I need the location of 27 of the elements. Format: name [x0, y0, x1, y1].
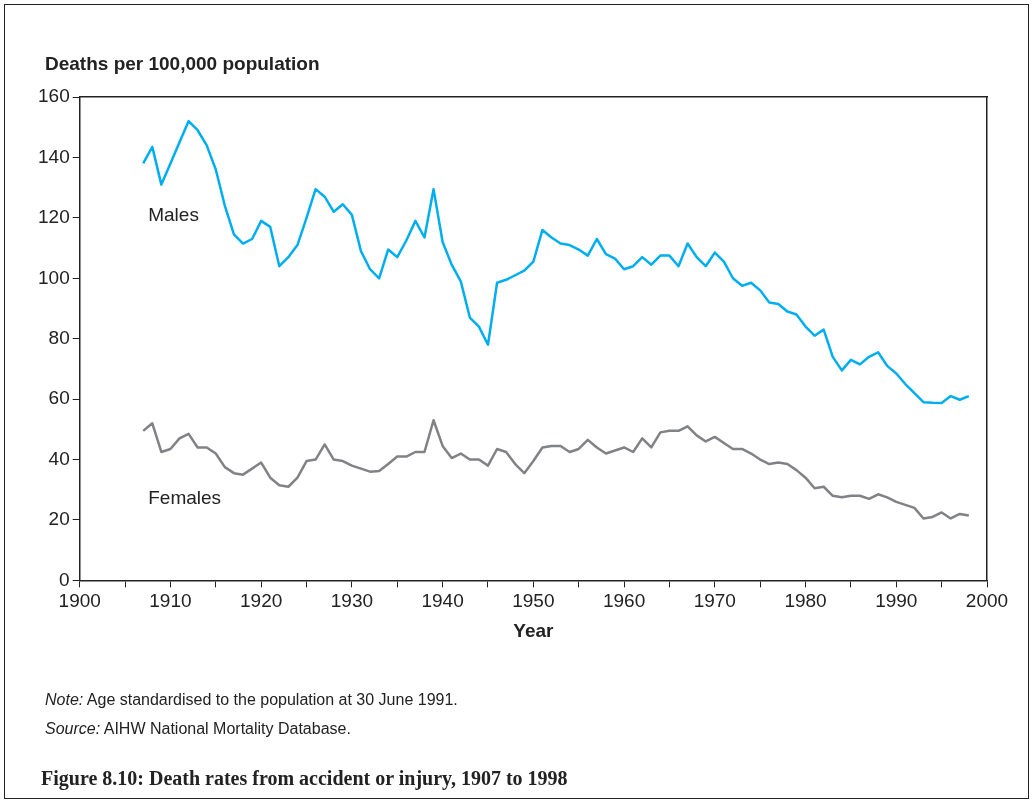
x-tick-label: 1940: [421, 590, 464, 612]
y-tick-label: 120: [38, 206, 70, 228]
y-axis-title: Deaths per 100,000 population: [45, 53, 320, 75]
x-tick-label: 2000: [965, 590, 1009, 612]
y-tick-label: 20: [48, 508, 70, 530]
y-tick-label: 0: [59, 568, 70, 590]
y-tick-label: 160: [38, 85, 70, 107]
x-tick-label: 1960: [602, 590, 646, 612]
x-tick-label: 1990: [875, 590, 918, 612]
x-tick-label: 1910: [149, 590, 192, 612]
x-tick-label: 1900: [58, 590, 101, 612]
series-label: Males: [148, 203, 199, 225]
x-tick-label: 1950: [512, 590, 555, 612]
y-tick-label: 80: [48, 326, 70, 348]
x-tick-label: 1970: [693, 590, 736, 612]
source-note: Source: AIHW National Mortality Database.: [45, 720, 351, 737]
y-tick-label: 60: [48, 387, 70, 409]
y-tick-label: 100: [38, 266, 70, 288]
series-label: Females: [148, 487, 222, 509]
x-tick-label: 1980: [784, 590, 827, 612]
x-axis-title: Year: [513, 619, 555, 641]
text: Figure 8.10: Death rates from accident or injury, 1907 to 1998: [41, 767, 568, 790]
y-tick-label: 140: [38, 145, 70, 167]
x-tick-label: 1920: [240, 590, 283, 612]
y-tick-label: 40: [48, 447, 70, 469]
text: Note: Age standardised to the population at 30 June 1991.: [45, 691, 458, 708]
x-tick-label: 1930: [330, 590, 374, 612]
